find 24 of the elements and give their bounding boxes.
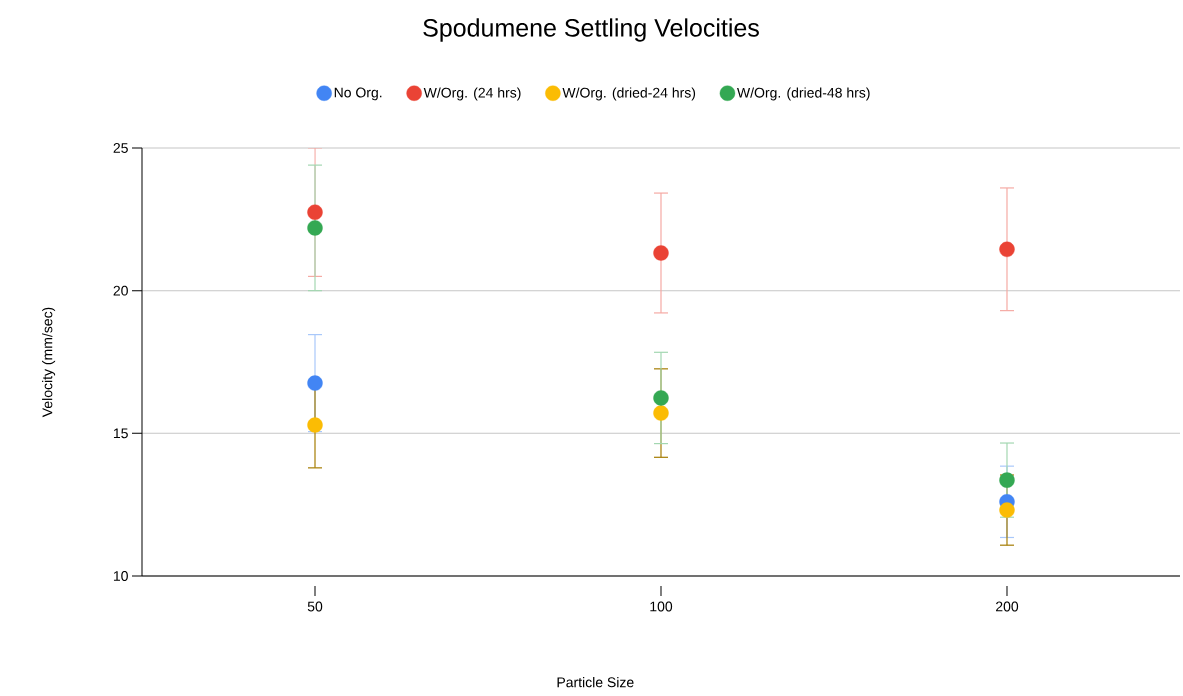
y-axis-title: Velocity (mm/sec) [42,307,56,418]
point [307,204,323,220]
point [653,245,669,261]
x-tick-label: 100 [650,601,673,612]
x-tick-label: 50 [307,601,323,612]
point [999,472,1015,488]
y-tick-label: 10 [113,571,128,581]
chart-title: Spodumene Settling Velocities [423,18,759,42]
y-tick-label: 25 [113,143,128,153]
legend-label: No Org. [334,87,382,101]
point [999,502,1015,518]
legend-label: W/Org. (24 hrs) [423,87,521,101]
point [999,241,1015,257]
point [307,375,323,391]
point [653,390,669,406]
x-tick-label: 200 [996,601,1019,612]
x-axis-title: Particle Size [557,677,634,688]
y-tick-label: 20 [113,285,128,296]
legend-label: W/Org. (dried-48 hrs) [737,87,870,101]
legend-label: W/Org. (dried-24 hrs) [562,87,696,101]
point [307,417,323,433]
point [653,405,669,421]
point [307,220,323,236]
y-tick-label: 15 [113,428,128,439]
